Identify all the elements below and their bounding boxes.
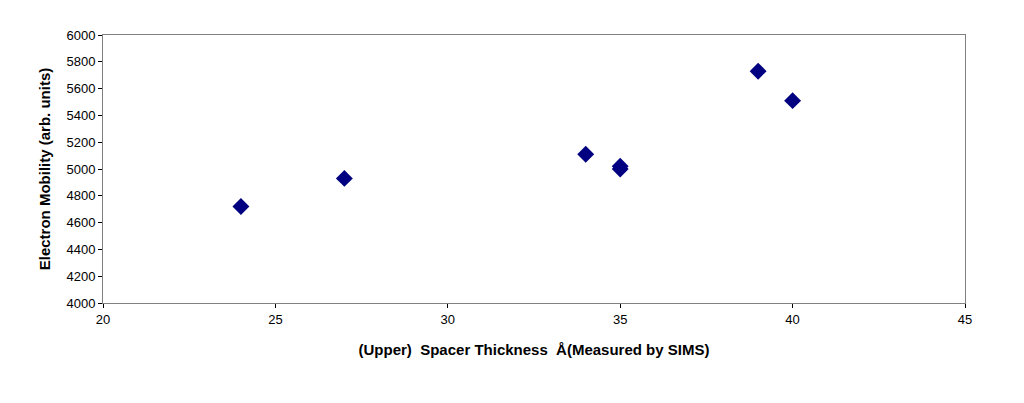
svg-text:5200: 5200 [66, 135, 95, 150]
svg-text:4200: 4200 [66, 269, 95, 284]
svg-text:35: 35 [613, 312, 627, 327]
svg-text:5400: 5400 [66, 108, 95, 123]
svg-text:Electron Mobility (arb. units): Electron Mobility (arb. units) [36, 68, 53, 271]
svg-text:4400: 4400 [66, 242, 95, 257]
svg-text:5000: 5000 [66, 162, 95, 177]
svg-text:4000: 4000 [66, 296, 95, 311]
svg-text:5800: 5800 [66, 54, 95, 69]
svg-text:45: 45 [958, 312, 972, 327]
svg-text:4800: 4800 [66, 188, 95, 203]
svg-text:4600: 4600 [66, 215, 95, 230]
svg-text:25: 25 [268, 312, 282, 327]
svg-text:30: 30 [441, 312, 455, 327]
svg-text:(Upper) Spacer Thickness Å(M: (Upper) Spacer Thickness Å(Measured by S… [359, 341, 710, 358]
svg-text:6000: 6000 [66, 28, 95, 43]
svg-text:5600: 5600 [66, 81, 95, 96]
svg-text:40: 40 [785, 312, 799, 327]
svg-text:20: 20 [96, 312, 110, 327]
